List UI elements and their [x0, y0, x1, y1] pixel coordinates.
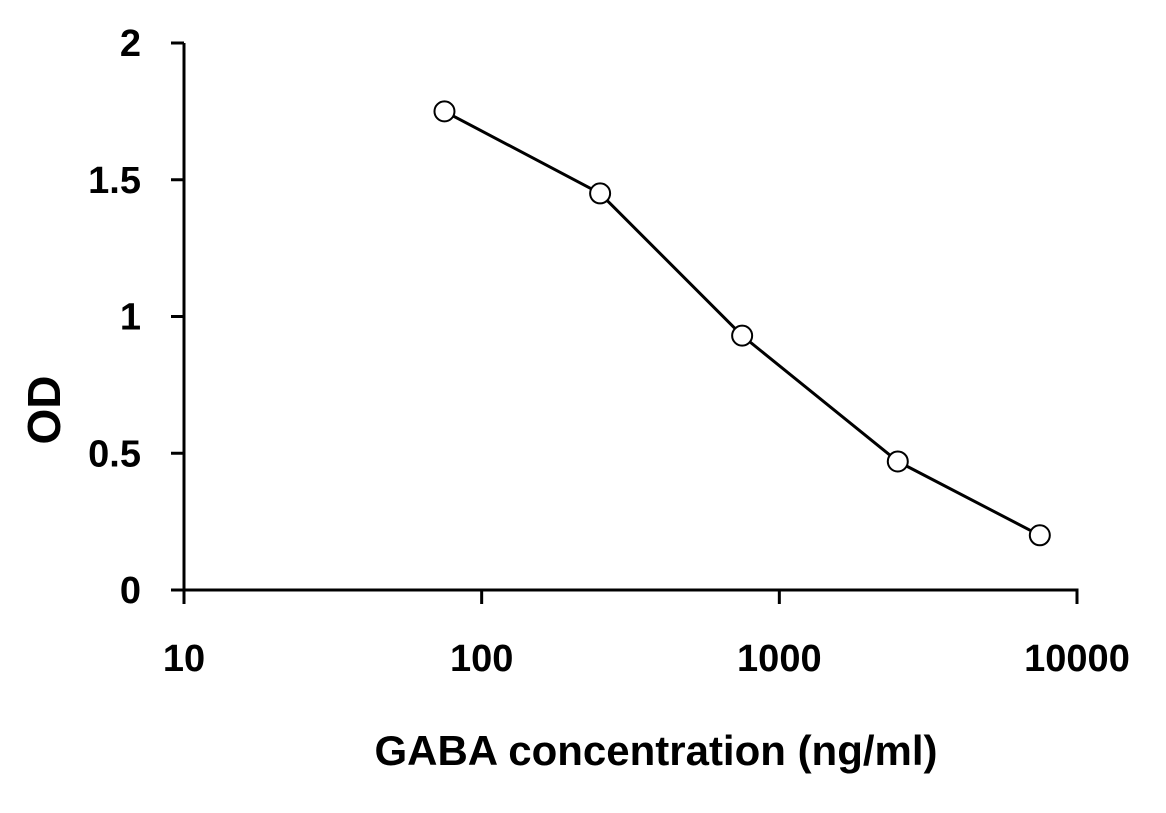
data-point-marker — [433, 100, 456, 123]
tick-marks — [171, 41, 1079, 604]
data-point-marker — [1028, 524, 1051, 547]
y-tick-label: 1 — [120, 297, 141, 339]
y-tick-label: 0.5 — [88, 433, 141, 475]
y-tick-label: 0 — [120, 570, 141, 612]
x-tick-label: 10 — [163, 638, 205, 680]
x-tick-label: 100 — [450, 638, 513, 680]
data-point-marker — [589, 182, 612, 205]
axes — [182, 43, 1079, 592]
data-series — [433, 100, 1051, 547]
x-axis-title: GABA concentration (ng/ml) — [374, 727, 937, 774]
x-tick-label: 1000 — [737, 638, 822, 680]
y-tick-label: 2 — [120, 23, 141, 65]
tick-labels: 0 0.5 1 1.5 2 10 100 1000 10000 — [88, 23, 1130, 680]
y-axis-title: OD — [18, 376, 70, 445]
x-tick-label: 10000 — [1024, 638, 1130, 680]
data-point-marker — [731, 324, 754, 347]
data-point-marker — [886, 450, 909, 473]
series-line — [443, 110, 1041, 537]
y-tick-label: 1.5 — [88, 160, 141, 202]
